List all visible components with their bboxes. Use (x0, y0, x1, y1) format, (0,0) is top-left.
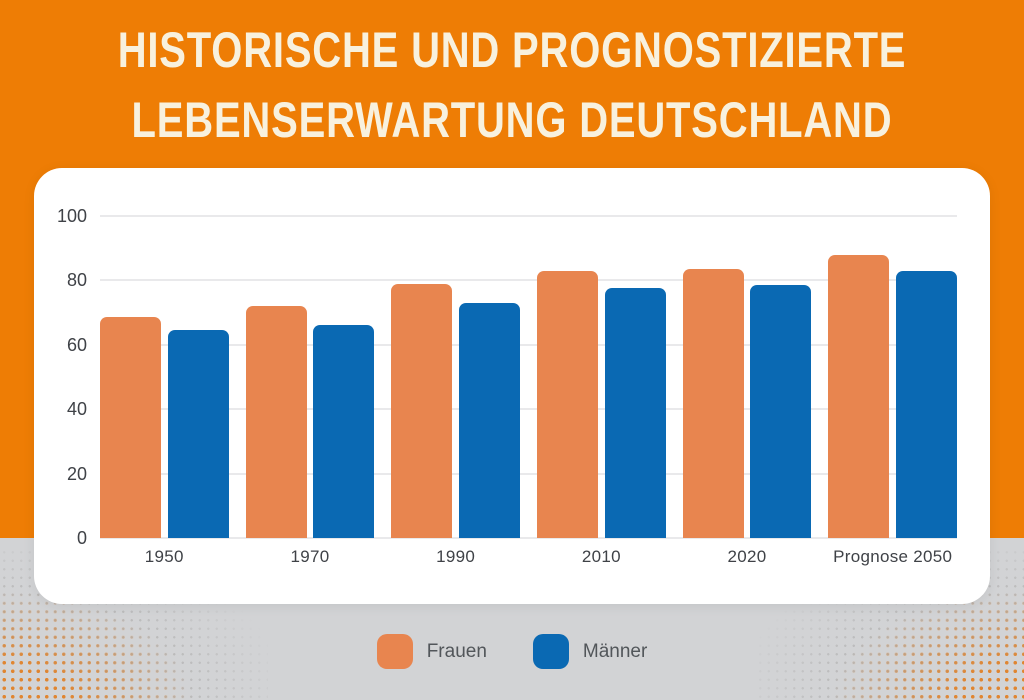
x-tick-label-1950: 1950 (144, 547, 184, 566)
x-tick-label-2020: 2020 (727, 547, 767, 566)
bar-frauen-1990 (391, 283, 453, 538)
chart-card: 0 20 40 60 80 100 1950 1970 1990 2010 2020 Prognose… (34, 168, 990, 604)
gridline-80 (100, 279, 957, 282)
page-title: HISTORISCHE UND PROGNOSTIZIERTE LEBENSER… (0, 15, 1024, 155)
bar-pair-2020 (682, 216, 812, 538)
legend-label-männer: Männer (582, 640, 648, 662)
bar-frauen-prognose-2050 (828, 254, 890, 538)
bar-pair-1970 (245, 216, 375, 538)
gridline-0 (100, 537, 957, 539)
legend-item-männer: Männer (532, 634, 648, 669)
legend-item-frauen: Frauen (376, 634, 487, 669)
bar-männer-2010 (604, 287, 666, 538)
bar-pair-1990 (391, 216, 520, 538)
plot-area: 0 20 40 60 80 100 1950 1970 1990 2010 2020 Prognose… (57, 207, 957, 566)
y-tick-label-60: 60 (66, 334, 87, 355)
chart-legend: Frauen Männer (0, 634, 1024, 669)
bar-männer-1950 (167, 330, 229, 538)
x-tick-label-2010: 2010 (581, 547, 621, 566)
gridline-40 (100, 408, 957, 411)
bar-frauen-2020 (682, 269, 744, 538)
bar-männer-1970 (313, 325, 375, 538)
bar-pair-prognose-2050 (828, 216, 957, 538)
y-tick-label-20: 20 (66, 463, 87, 484)
bar-group-1990: 1990 (391, 216, 520, 566)
bar-pair-1950 (100, 216, 229, 538)
x-tick-label-1990: 1990 (436, 547, 476, 566)
bar-männer-prognose-2050 (895, 270, 957, 538)
y-tick-label-80: 80 (66, 270, 87, 291)
bar-männer-2020 (750, 284, 812, 538)
bar-group-2010: 2010 (537, 216, 666, 566)
y-tick-label-100: 100 (56, 206, 87, 226)
gridline-20 (100, 472, 957, 475)
bar-group-1970: 1970 (245, 216, 375, 566)
gridline-60 (100, 343, 957, 346)
y-tick-label-40: 40 (66, 399, 87, 420)
bar-männer-1990 (458, 302, 520, 538)
legend-swatch-männer (532, 634, 569, 669)
gridline-100 (100, 215, 957, 217)
bar-frauen-1950 (100, 317, 162, 538)
bar-group-prognose-2050: Prognose 2050 (828, 216, 957, 566)
page-title-line-1: HISTORISCHE UND PROGNOSTIZIERTE (117, 22, 907, 78)
bar-pair-2010 (537, 216, 666, 538)
x-tick-label-prognose-2050: Prognose 2050 (833, 547, 953, 566)
bar-group-1950: 1950 (100, 216, 229, 566)
bar-frauen-1970 (245, 306, 307, 538)
legend-label-frauen: Frauen (426, 640, 487, 662)
x-tick-label-1970: 1970 (290, 547, 330, 566)
bar-group-2020: 2020 (682, 216, 812, 566)
legend-swatch-frauen (376, 634, 413, 669)
y-tick-label-0: 0 (76, 528, 87, 548)
bar-frauen-2010 (537, 271, 599, 538)
page-title-line-2: LEBENSERWARTUNG DEUTSCHLAND (131, 92, 893, 148)
